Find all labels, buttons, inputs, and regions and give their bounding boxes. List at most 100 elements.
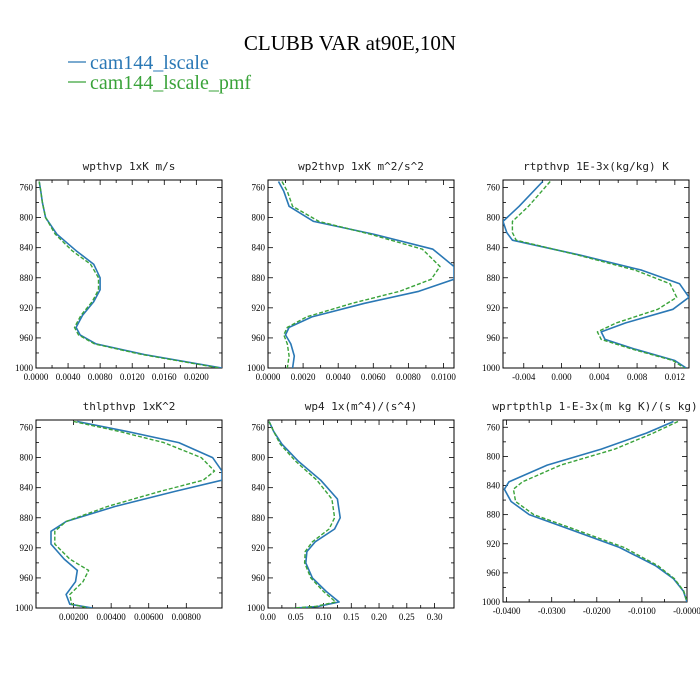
x-tick-label: 0.0000: [256, 372, 281, 382]
x-tick-label: 0.0060: [361, 372, 386, 382]
x-tick-label: 0.0040: [326, 372, 351, 382]
y-tick-label: 1000: [15, 603, 34, 613]
y-tick-label: 800: [487, 213, 501, 223]
y-tick-label: 840: [252, 483, 266, 493]
plot-frame: [35, 419, 223, 609]
x-tick-label: 0.00400: [97, 612, 127, 622]
y-tick-label: 840: [252, 243, 266, 253]
series-line-lscale-pmf: [281, 181, 441, 368]
y-tick-label: 840: [487, 481, 501, 491]
legend-label-lscale: cam144_lscale: [90, 52, 209, 74]
x-tick-label: 0.0040: [56, 372, 81, 382]
x-tick-label: 0.30: [427, 612, 443, 622]
plot-frame: [267, 419, 455, 609]
x-tick-label: -0.004: [512, 372, 536, 382]
panels: wpthvp 1xK m/s76080084088092096010000.00…: [15, 160, 700, 622]
x-tick-label: 0.0020: [291, 372, 316, 382]
x-tick-label: 0.10: [316, 612, 332, 622]
y-tick-label: 920: [252, 303, 266, 313]
x-tick-label: -0.0200: [583, 606, 611, 616]
y-tick-label: 760: [20, 423, 34, 433]
y-tick-label: 920: [20, 303, 34, 313]
y-tick-label: 920: [487, 303, 501, 313]
x-tick-label: 0.0160: [152, 372, 177, 382]
panel-1: wpthvp 1xK m/s76080084088092096010000.00…: [15, 160, 223, 382]
y-tick-label: 880: [20, 273, 34, 283]
y-tick-label: 880: [487, 510, 501, 520]
y-tick-label: 880: [487, 273, 501, 283]
y-tick-label: 1000: [482, 597, 501, 607]
x-tick-label: 0.25: [399, 612, 415, 622]
series-line-lscale: [277, 181, 454, 368]
y-tick-label: 800: [487, 451, 501, 461]
x-tick-label: 0.0120: [120, 372, 145, 382]
y-tick-label: 760: [487, 422, 501, 432]
panel-2: wp2thvp 1xK m^2/s^2 760 800 840 880 920 960 100…: [247, 160, 456, 382]
series-line-lscale-pmf: [511, 181, 685, 368]
series-line-lscale-pmf: [38, 181, 220, 368]
y-tick-label: 960: [487, 568, 501, 578]
plot-frame: [502, 179, 690, 369]
figure-title: CLUBB VAR at90E,10N: [244, 31, 456, 55]
series-line-lscale: [50, 420, 222, 608]
series-line-lscale: [503, 420, 687, 602]
x-tick-label: 0.00800: [172, 612, 202, 622]
y-tick-label: 840: [20, 483, 34, 493]
y-tick-label: 1000: [15, 363, 34, 373]
series-line-lscale-pmf: [54, 420, 216, 608]
x-tick-label: -0.0100: [628, 606, 656, 616]
y-tick-label: 920: [487, 539, 501, 549]
x-tick-label: 0.0100: [431, 372, 456, 382]
x-tick-label: 0.008: [627, 372, 648, 382]
x-tick-label: 0.004: [589, 372, 610, 382]
y-tick-label: 800: [20, 453, 34, 463]
y-tick-label: 840: [20, 243, 34, 253]
panel-title: rtpthvp 1E-3x(kg/kg) K: [523, 160, 669, 173]
y-tick-label: 960: [252, 573, 266, 583]
x-tick-label: 0.012: [665, 372, 685, 382]
y-tick-label: 760: [20, 183, 34, 193]
y-tick-label: 920: [252, 543, 266, 553]
y-tick-label: 960: [20, 573, 34, 583]
x-tick-label: 0.00: [260, 612, 276, 622]
panel-title: wp2thvp 1xK m^2/s^2: [298, 160, 424, 173]
series-line-lscale-pmf: [268, 421, 337, 608]
panel-title: thlpthvp 1xK^2: [83, 400, 176, 413]
x-tick-label: 0.00600: [134, 612, 164, 622]
series-line-lscale: [503, 180, 689, 368]
x-tick-label: 0.05: [288, 612, 304, 622]
x-tick-label: -0.0000: [673, 606, 700, 616]
y-tick-label: 960: [20, 333, 34, 343]
y-tick-label: 840: [487, 243, 501, 253]
panel-title: wpthvp 1xK m/s: [83, 160, 176, 173]
x-tick-label: 0.20: [371, 612, 387, 622]
y-tick-label: 800: [252, 453, 266, 463]
y-tick-label: 760: [252, 423, 266, 433]
y-tick-label: 760: [252, 183, 266, 193]
y-tick-label: 1000: [482, 363, 501, 373]
y-tick-label: 760: [487, 183, 501, 193]
panel-5: wp4 1x(m^4)/(s^4)76080084088092096010000…: [247, 400, 455, 622]
y-tick-label: 1000: [247, 363, 266, 373]
y-tick-label: 800: [252, 213, 266, 223]
x-tick-label: 0.0000: [24, 372, 49, 382]
x-tick-label: 0.0080: [396, 372, 421, 382]
x-tick-label: 0.0200: [184, 372, 209, 382]
panel-title: wp4 1x(m^4)/(s^4): [305, 400, 418, 413]
plot-frame: [502, 419, 688, 603]
y-tick-label: 880: [252, 513, 266, 523]
y-tick-label: 920: [20, 543, 34, 553]
series-line-lscale: [38, 181, 222, 368]
x-tick-label: 0.15: [343, 612, 359, 622]
y-tick-label: 800: [20, 213, 34, 223]
panel-title: wprtpthlp 1-E-3x(m kg K)/(s kg): [492, 400, 697, 413]
series-line-lscale: [268, 421, 342, 608]
y-tick-label: 960: [252, 333, 266, 343]
x-tick-label: -0.0300: [538, 606, 566, 616]
y-tick-label: 880: [252, 273, 266, 283]
panel-3: rtpthvp 1E-3x(kg/kg) K 760 800 840 880 920 960…: [482, 160, 690, 382]
panel-6: wprtpthlp 1-E-3x(m kg K)/(s kg) 760 800 840…: [482, 400, 700, 616]
panel-4: thlpthvp 1xK^2 760 800 840 880 920 960 1000 0.00…: [15, 400, 223, 622]
y-tick-label: 880: [20, 513, 34, 523]
